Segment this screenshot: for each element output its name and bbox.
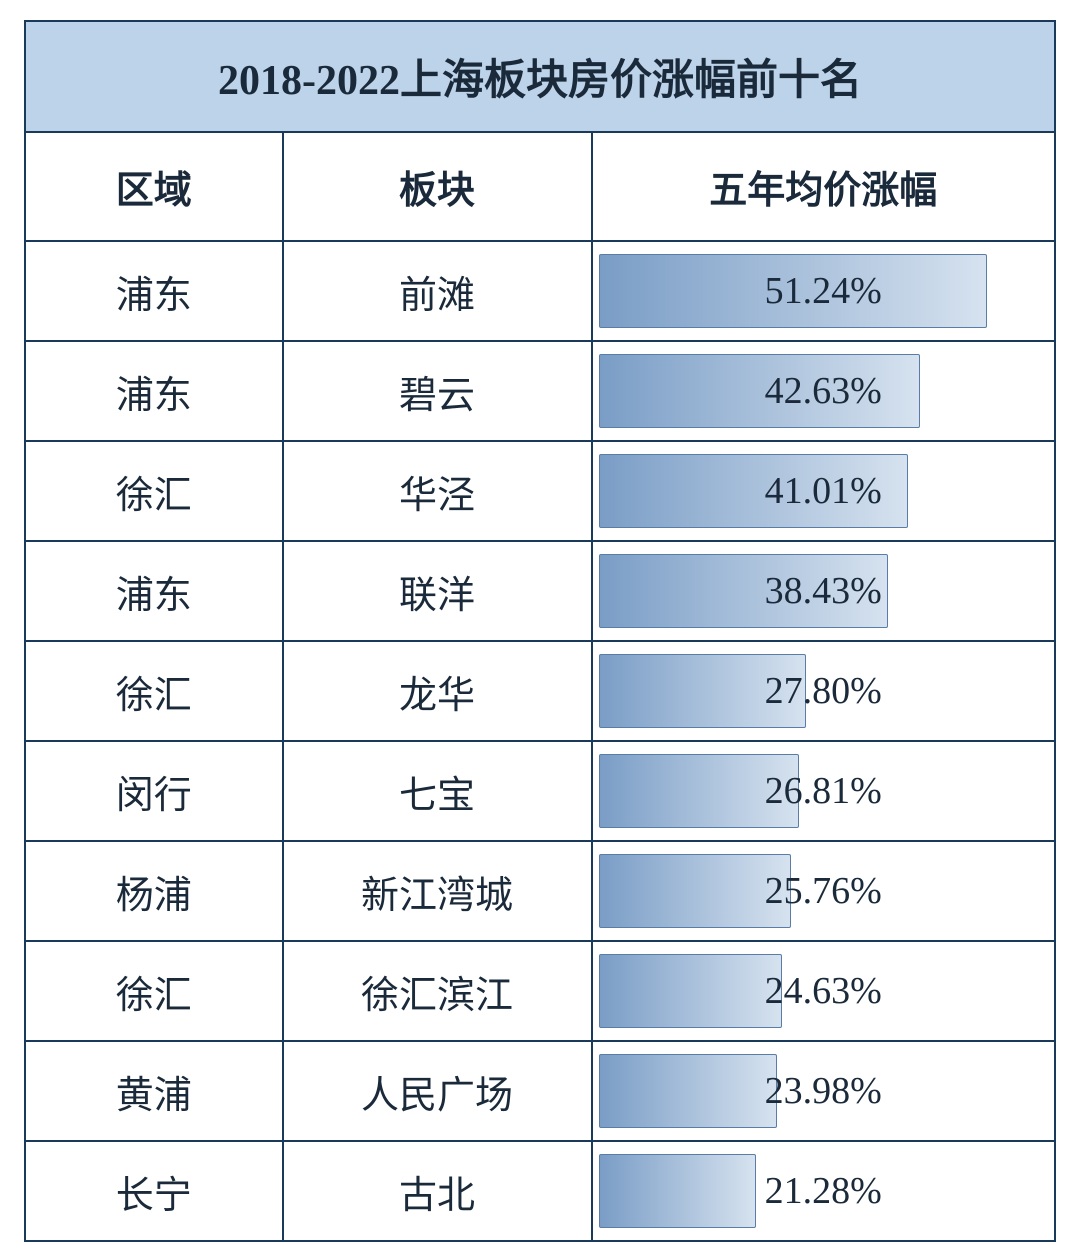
cell-sector: 古北 bbox=[283, 1141, 592, 1241]
cell-sector: 华泾 bbox=[283, 441, 592, 541]
bar-label: 27.80% bbox=[765, 669, 882, 713]
cell-value: 26.81% bbox=[592, 741, 1056, 841]
bar-fill bbox=[599, 1154, 757, 1228]
cell-value: 41.01% bbox=[592, 441, 1056, 541]
cell-sector: 新江湾城 bbox=[283, 841, 592, 941]
cell-value: 24.63% bbox=[592, 941, 1056, 1041]
cell-region: 浦东 bbox=[25, 241, 283, 341]
header-value: 五年均价涨幅 bbox=[592, 132, 1056, 241]
table-row: 浦东碧云 42.63% bbox=[25, 341, 1055, 441]
cell-sector: 碧云 bbox=[283, 341, 592, 441]
bar-cell: 26.81% bbox=[593, 742, 1055, 840]
bar-cell: 38.43% bbox=[593, 542, 1055, 640]
cell-value: 27.80% bbox=[592, 641, 1056, 741]
bar-cell: 27.80% bbox=[593, 642, 1055, 740]
cell-value: 25.76% bbox=[592, 841, 1056, 941]
bar-label: 41.01% bbox=[765, 469, 882, 513]
bar-label: 26.81% bbox=[765, 769, 882, 813]
table-header-row: 区域 板块 五年均价涨幅 bbox=[25, 132, 1055, 241]
table-row: 浦东前滩 51.24% bbox=[25, 241, 1055, 341]
cell-region: 徐汇 bbox=[25, 441, 283, 541]
bar-label: 38.43% bbox=[765, 569, 882, 613]
header-region: 区域 bbox=[25, 132, 283, 241]
bar-label: 23.98% bbox=[765, 1069, 882, 1113]
cell-sector: 人民广场 bbox=[283, 1041, 592, 1141]
bar-label: 51.24% bbox=[765, 269, 882, 313]
cell-region: 长宁 bbox=[25, 1141, 283, 1241]
bar-cell: 23.98% bbox=[593, 1042, 1055, 1140]
cell-region: 杨浦 bbox=[25, 841, 283, 941]
cell-value: 38.43% bbox=[592, 541, 1056, 641]
bar-label: 25.76% bbox=[765, 869, 882, 913]
cell-sector: 龙华 bbox=[283, 641, 592, 741]
cell-region: 黄浦 bbox=[25, 1041, 283, 1141]
cell-sector: 联洋 bbox=[283, 541, 592, 641]
cell-value: 42.63% bbox=[592, 341, 1056, 441]
bar-cell: 21.28% bbox=[593, 1142, 1055, 1240]
cell-value: 51.24% bbox=[592, 241, 1056, 341]
bar-label: 21.28% bbox=[765, 1169, 882, 1213]
cell-region: 浦东 bbox=[25, 541, 283, 641]
bar-cell: 51.24% bbox=[593, 242, 1055, 340]
bar-cell: 25.76% bbox=[593, 842, 1055, 940]
cell-sector: 前滩 bbox=[283, 241, 592, 341]
bar-cell: 24.63% bbox=[593, 942, 1055, 1040]
table-row: 长宁古北 21.28% bbox=[25, 1141, 1055, 1241]
table-row: 徐汇徐汇滨江 24.63% bbox=[25, 941, 1055, 1041]
table-row: 黄浦人民广场 23.98% bbox=[25, 1041, 1055, 1141]
header-sector: 板块 bbox=[283, 132, 592, 241]
cell-region: 徐汇 bbox=[25, 641, 283, 741]
cell-sector: 七宝 bbox=[283, 741, 592, 841]
table-row: 闵行七宝 26.81% bbox=[25, 741, 1055, 841]
table-row: 徐汇华泾 41.01% bbox=[25, 441, 1055, 541]
cell-region: 徐汇 bbox=[25, 941, 283, 1041]
bar-fill bbox=[599, 854, 791, 928]
price-increase-table: 2018-2022上海板块房价涨幅前十名 区域 板块 五年均价涨幅 浦东前滩51… bbox=[24, 20, 1056, 1242]
table-row: 徐汇龙华 27.80% bbox=[25, 641, 1055, 741]
table-row: 杨浦新江湾城 25.76% bbox=[25, 841, 1055, 941]
table-row: 浦东联洋 38.43% bbox=[25, 541, 1055, 641]
bar-fill bbox=[599, 1054, 777, 1128]
bar-label: 24.63% bbox=[765, 969, 882, 1013]
cell-region: 浦东 bbox=[25, 341, 283, 441]
table-title-row: 2018-2022上海板块房价涨幅前十名 bbox=[25, 21, 1055, 132]
bar-label: 42.63% bbox=[765, 369, 882, 413]
cell-sector: 徐汇滨江 bbox=[283, 941, 592, 1041]
table-title: 2018-2022上海板块房价涨幅前十名 bbox=[25, 21, 1055, 132]
cell-value: 23.98% bbox=[592, 1041, 1056, 1141]
bar-cell: 42.63% bbox=[593, 342, 1055, 440]
bar-cell: 41.01% bbox=[593, 442, 1055, 540]
bar-fill bbox=[599, 954, 782, 1028]
cell-value: 21.28% bbox=[592, 1141, 1056, 1241]
cell-region: 闵行 bbox=[25, 741, 283, 841]
